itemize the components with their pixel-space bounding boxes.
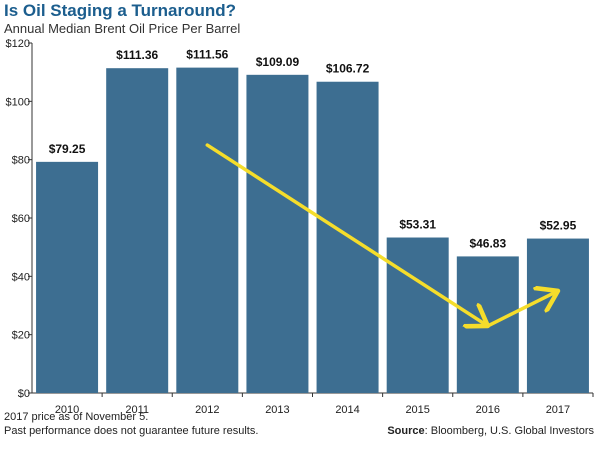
x-tick-label: 2016	[476, 404, 500, 416]
data-label-2017: $52.95	[540, 219, 577, 233]
trend-arrow-1	[205, 143, 488, 326]
trend-arrow-2	[486, 291, 558, 328]
x-tick-label: 2010	[55, 404, 79, 416]
data-label-2010: $79.25	[49, 142, 86, 156]
y-tick-label: $0	[18, 388, 30, 400]
annotation-layer	[205, 143, 558, 328]
data-label-2013: $109.09	[256, 55, 300, 69]
x-tick-label: 2012	[195, 404, 219, 416]
x-tick-label: 2015	[405, 404, 429, 416]
y-tick-label: $100	[6, 96, 30, 108]
data-label-2011: $111.36	[116, 48, 158, 62]
data-label-2016: $46.83	[469, 236, 506, 250]
bars-layer	[36, 67, 589, 393]
x-tick-label: 2013	[265, 404, 289, 416]
y-tick-label: $20	[12, 330, 30, 342]
x-tick-label: 2017	[546, 404, 570, 416]
data-labels-layer: $79.25 $111.36 $111.56 $109.09 $106.72 $53.31…	[49, 48, 577, 251]
bar-2013	[246, 74, 309, 393]
data-label-2015: $53.31	[399, 218, 436, 232]
source-note: Source: Bloomberg, U.S. Global Investors	[387, 425, 594, 437]
footnote-price-date: 2017 price as of November 5.	[4, 411, 149, 423]
chart-title: Is Oil Staging a Turnaround?	[4, 1, 237, 20]
data-label-2014: $106.72	[326, 62, 370, 76]
bar-2012	[176, 67, 239, 393]
source-text: : Bloomberg, U.S. Global Investors	[424, 425, 594, 437]
axis-layer: $0 $20 $40 $60 $80 $100 $120 2010 2011 2012 2013 20…	[6, 38, 594, 416]
source-label: Source	[387, 425, 425, 437]
y-tick-label: $120	[6, 38, 30, 50]
y-tick-label: $40	[12, 271, 30, 283]
x-tick-label: 2011	[125, 404, 149, 416]
x-tick-label: 2014	[335, 404, 359, 416]
y-tick-label: $80	[12, 155, 30, 167]
bar-2017	[526, 238, 589, 393]
chart-subtitle: Annual Median Brent Oil Price Per Barrel	[4, 21, 241, 36]
footnote-disclaimer: Past performance does not guarantee futu…	[4, 425, 259, 437]
data-label-2012: $111.56	[186, 48, 228, 62]
bar-2010	[36, 161, 99, 393]
bar-2015	[386, 237, 449, 393]
y-tick-label: $60	[12, 213, 30, 225]
bar-2011	[106, 68, 169, 393]
